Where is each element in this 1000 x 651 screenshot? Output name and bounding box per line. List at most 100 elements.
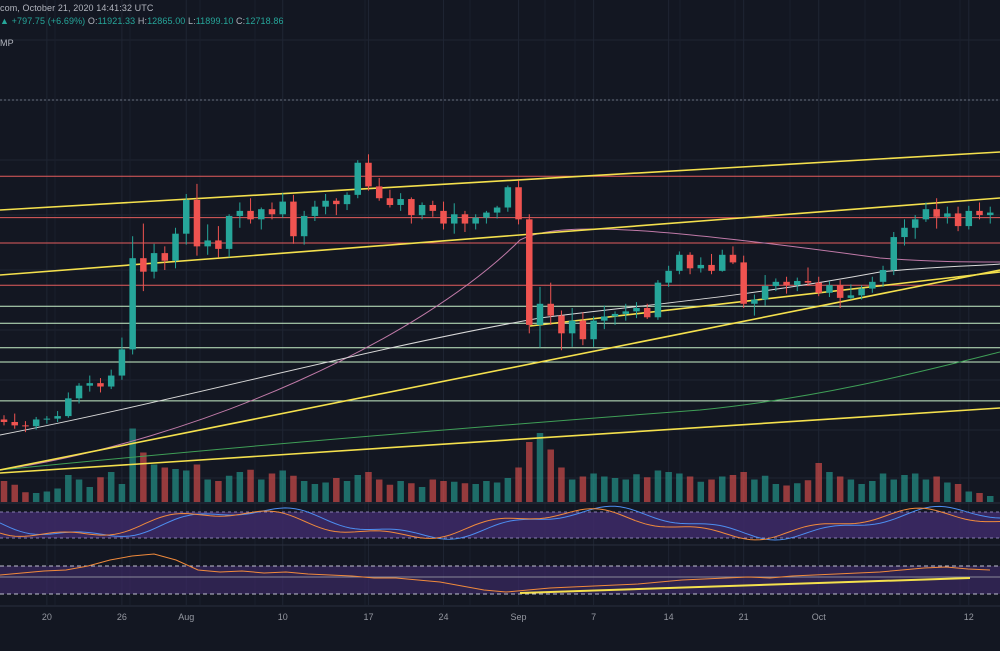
candle-body xyxy=(140,258,147,272)
volume-bar xyxy=(43,491,51,502)
x-tick-label: Sep xyxy=(511,612,527,622)
candle-body xyxy=(933,209,940,217)
volume-bar xyxy=(215,481,222,502)
candle-body xyxy=(11,422,18,426)
volume-bar xyxy=(322,482,329,502)
volume-bar xyxy=(290,475,297,502)
volume-bar xyxy=(397,481,404,502)
volume-bar xyxy=(665,472,672,502)
candlesticks xyxy=(0,154,994,433)
stoch-pane xyxy=(0,544,1000,595)
candle-body xyxy=(890,237,898,270)
horizontal-levels xyxy=(0,175,1000,402)
candle-body xyxy=(150,253,158,272)
volume-bar xyxy=(890,479,898,502)
volume-bar xyxy=(418,487,426,502)
volume-bar xyxy=(740,472,747,502)
candle-body xyxy=(483,212,490,218)
candle-body xyxy=(450,214,458,224)
volume-bar xyxy=(654,470,662,502)
volume-bar xyxy=(611,478,619,502)
candle-body xyxy=(365,162,372,187)
candle-body xyxy=(354,162,362,195)
volume-bar xyxy=(386,484,394,502)
volume-bar xyxy=(343,481,351,502)
candle-body xyxy=(558,315,565,334)
volume-bar xyxy=(225,475,233,502)
candle-body xyxy=(322,200,329,207)
candle-body xyxy=(568,320,576,334)
volume-bar xyxy=(461,483,469,502)
candle-body xyxy=(772,281,780,287)
volume-bars xyxy=(0,428,994,502)
x-tick-label: 26 xyxy=(117,612,127,622)
volume-bar xyxy=(847,479,855,502)
volume-bar xyxy=(686,476,694,502)
indicator-label: MP xyxy=(0,38,14,48)
candle-body xyxy=(751,299,758,304)
lower-trendline xyxy=(519,577,971,594)
volume-bar xyxy=(579,476,587,502)
candle-body xyxy=(22,425,29,427)
trendline xyxy=(0,197,1000,276)
candle-body xyxy=(493,207,501,213)
candle-body xyxy=(697,264,705,269)
volume-bar xyxy=(150,464,158,502)
candle-body xyxy=(643,308,651,318)
volume-bar xyxy=(182,470,190,502)
volume-bar xyxy=(483,481,490,502)
volume-bar xyxy=(590,473,597,502)
x-tick-label: 20 xyxy=(42,612,52,622)
volume-bar xyxy=(172,469,179,502)
volume-bar xyxy=(450,481,458,502)
candle-body xyxy=(633,308,640,312)
candle-body xyxy=(86,383,94,386)
candle-body xyxy=(300,215,308,237)
candle-body xyxy=(161,253,169,261)
candle-body xyxy=(247,210,254,220)
volume-bar xyxy=(504,478,512,502)
candle-body xyxy=(665,270,672,283)
ma-green-line xyxy=(0,351,1000,471)
candle-body xyxy=(622,311,630,314)
volume-bar xyxy=(118,484,126,502)
candle-body xyxy=(290,201,297,237)
volume-bar xyxy=(965,491,973,502)
volume-bar xyxy=(826,472,833,502)
open-label: O: xyxy=(87,16,98,26)
rsi-pane xyxy=(0,502,1000,541)
candle-body xyxy=(761,286,769,300)
volume-bar xyxy=(333,478,340,502)
candle-body xyxy=(826,285,833,293)
low-label: L: xyxy=(188,16,196,26)
volume-bar xyxy=(65,475,72,502)
lower-line xyxy=(0,553,991,593)
candle-body xyxy=(686,254,694,269)
trendline xyxy=(0,269,1000,471)
candle-body xyxy=(547,303,554,316)
candle-body xyxy=(611,313,619,317)
candle-body xyxy=(804,280,812,283)
candle-body xyxy=(215,240,222,249)
indicator-legend: MP xyxy=(0,38,14,48)
close-value: 12718.86 xyxy=(245,16,284,26)
volume-bar xyxy=(236,472,244,502)
volume-bar xyxy=(761,475,769,502)
volume-bar xyxy=(922,479,930,502)
volume-bar xyxy=(976,493,983,502)
candle-body xyxy=(922,209,930,220)
volume-bar xyxy=(440,481,447,502)
x-tick-label: 17 xyxy=(363,612,373,622)
volume-bar xyxy=(75,479,83,502)
candle-body xyxy=(579,320,587,340)
volume-bar xyxy=(568,479,576,502)
trendlines xyxy=(0,151,1000,474)
high-label: H: xyxy=(137,16,148,26)
candle-body xyxy=(858,288,865,296)
open-value: 11921.33 xyxy=(97,16,136,26)
candle-body xyxy=(783,281,790,286)
up-arrow-icon: ▲ xyxy=(0,16,10,26)
candle-body xyxy=(976,210,983,216)
volume-bar xyxy=(944,482,951,502)
